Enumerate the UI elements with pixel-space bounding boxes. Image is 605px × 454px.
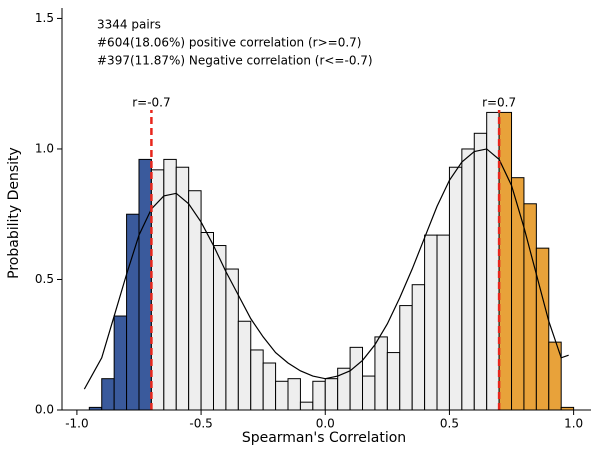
annotation: #397(11.87%) Negative correlation (r<=-0…	[97, 54, 373, 68]
bar	[498, 111, 513, 411]
x-tick-label: -1.0	[65, 417, 88, 431]
bar	[386, 352, 401, 411]
bar	[200, 231, 214, 411]
bar	[212, 245, 227, 411]
x-tick-label: 0.5	[440, 417, 459, 431]
density-curve	[83, 148, 569, 390]
bar	[324, 378, 339, 411]
bar	[535, 247, 550, 411]
annotation: #604(18.06%) positive correlation (r>=0.…	[97, 36, 361, 50]
bar	[473, 132, 488, 411]
bar	[299, 401, 314, 411]
y-axis-label: Probability Density	[6, 147, 22, 279]
x-axis-label: Spearman's Correlation	[242, 430, 406, 446]
bar	[126, 213, 140, 411]
bar	[175, 166, 190, 411]
bar	[511, 177, 525, 411]
threshold-label: r=-0.7	[132, 96, 170, 110]
bar	[150, 169, 165, 411]
bar	[237, 320, 252, 411]
bar	[138, 158, 152, 411]
bar	[424, 234, 438, 411]
bar	[188, 190, 202, 411]
bar	[101, 378, 115, 411]
bar	[163, 158, 177, 411]
x-tick-label: 0.0	[316, 417, 335, 431]
y-tick-label: 1.0	[35, 141, 54, 155]
x-tick-label: 1.0	[564, 417, 583, 431]
bar	[337, 367, 351, 411]
annotation: 3344 pairs	[97, 18, 161, 32]
threshold-label: r=0.7	[482, 96, 516, 110]
y-tick-label: 0.5	[35, 272, 54, 286]
bar	[287, 378, 301, 411]
bar	[399, 305, 413, 411]
bar	[113, 315, 128, 411]
bar	[374, 336, 388, 411]
bar	[250, 349, 264, 411]
bar	[411, 284, 426, 411]
bar	[436, 234, 450, 411]
bar	[448, 166, 463, 411]
bar	[262, 362, 277, 411]
bar	[349, 346, 364, 411]
bar	[225, 268, 239, 411]
bar	[362, 375, 376, 411]
y-tick-label: 1.5	[35, 11, 54, 25]
y-tick-label: 0.0	[35, 403, 54, 417]
bar	[312, 380, 326, 411]
x-tick-label: -0.5	[189, 417, 212, 431]
bar	[461, 148, 475, 411]
bar	[275, 380, 289, 411]
